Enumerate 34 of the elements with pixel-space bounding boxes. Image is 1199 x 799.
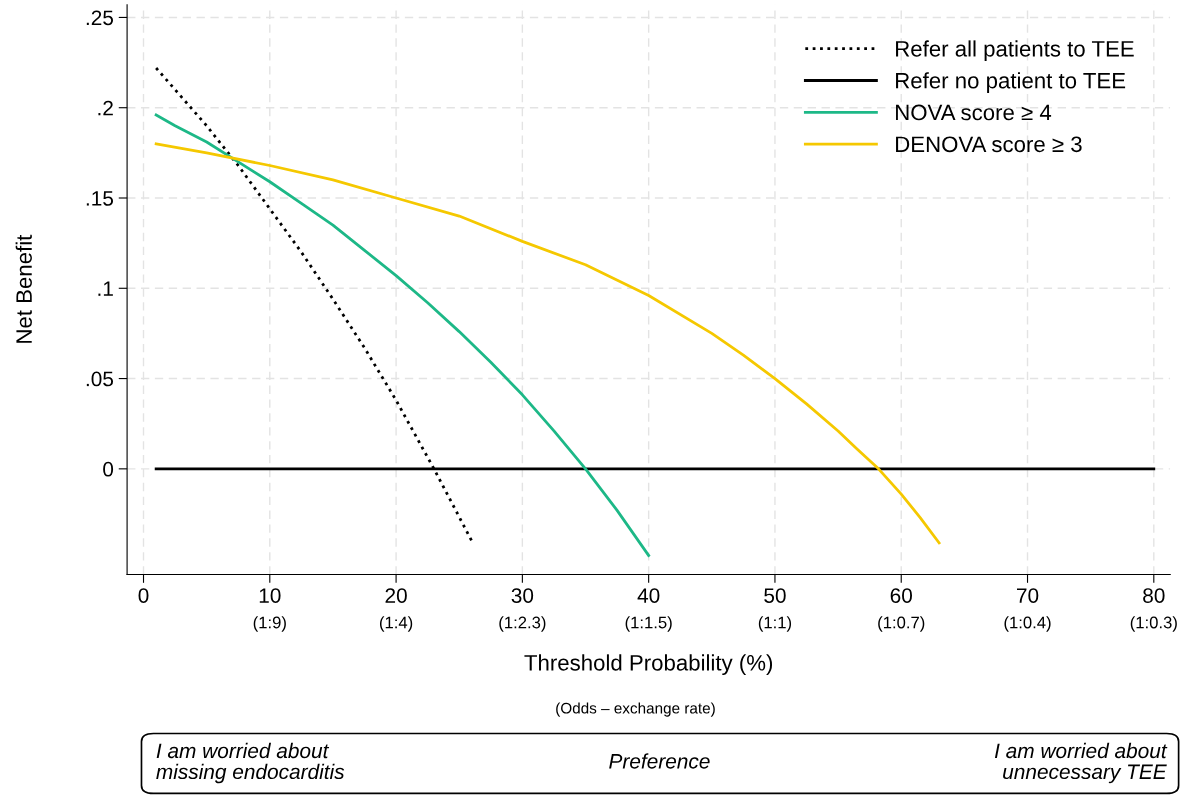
x-tick-label: 70 bbox=[1017, 588, 1039, 603]
x-tick-label: 0 bbox=[138, 588, 149, 603]
x-tick-label: 40 bbox=[637, 588, 660, 603]
text: (1:0.3) bbox=[1130, 616, 1177, 632]
y-axis-title: Net Benefit bbox=[15, 234, 32, 343]
text: (1:2.3) bbox=[499, 616, 546, 632]
legend-label: DENOVA score ≥ 3 bbox=[896, 136, 1082, 153]
text: I am worried about unnecessary TEE bbox=[994, 742, 1168, 784]
text: (1:0.7) bbox=[878, 616, 925, 632]
text: (1:1.5) bbox=[625, 616, 672, 632]
text: Preference bbox=[609, 753, 710, 769]
x-tick-label: 80 bbox=[1143, 588, 1165, 603]
x-tick-label: 50 bbox=[764, 588, 786, 603]
x-axis-title: Threshold Probability (%) bbox=[524, 654, 773, 676]
x-tick-label: 20 bbox=[385, 588, 407, 603]
text: I am worried about missing endocarditis bbox=[156, 742, 345, 784]
text: (Odds – exchange rate) bbox=[556, 702, 715, 717]
text: (1:9) bbox=[253, 616, 286, 632]
y-tick-label: 0 bbox=[103, 461, 114, 477]
y-tick-label: .15 bbox=[86, 191, 114, 206]
text: (1:4) bbox=[379, 616, 413, 632]
text: (1:1) bbox=[758, 616, 792, 632]
y-tick-label: .2 bbox=[98, 100, 113, 116]
y-tick-label: .1 bbox=[98, 281, 113, 296]
x-tick-label: 10 bbox=[259, 588, 281, 603]
text: (1:0.4) bbox=[1004, 616, 1051, 632]
y-tick-label: .25 bbox=[86, 10, 114, 26]
legend-label: NOVA score ≥ 4 bbox=[896, 104, 1052, 121]
legend-label: Refer no patient to TEE bbox=[896, 72, 1126, 93]
x-tick-label: 60 bbox=[890, 588, 913, 603]
line-series bbox=[154, 113, 651, 557]
legend-label: Refer all patients to TEE bbox=[896, 40, 1134, 62]
x-tick-label: 30 bbox=[511, 588, 534, 603]
y-tick-label: .05 bbox=[86, 371, 114, 387]
